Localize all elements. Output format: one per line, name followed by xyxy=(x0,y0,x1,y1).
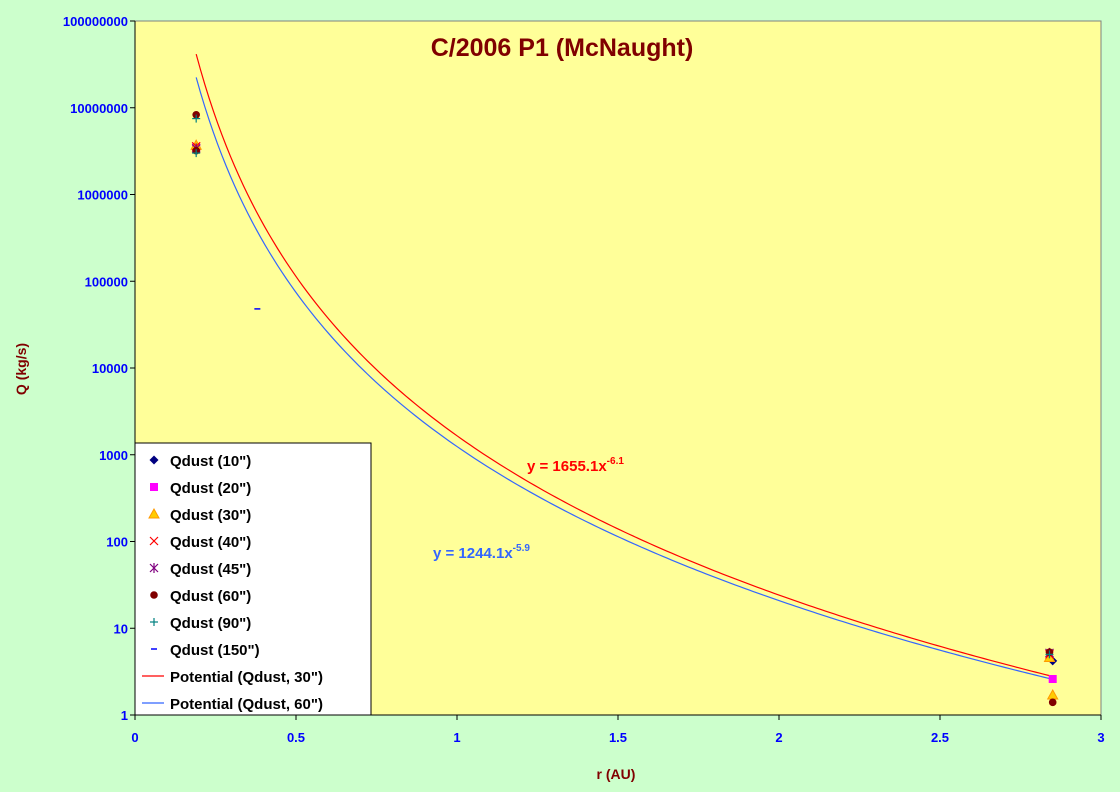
y-tick-label: 1 xyxy=(121,708,128,723)
x-tick-label: 3 xyxy=(1097,730,1104,745)
equation-blue-base: y = 1244.1x xyxy=(433,545,513,562)
trendline-red xyxy=(195,53,1053,678)
x-axis-title: r (AU) xyxy=(597,766,636,782)
legend-marker-stroke xyxy=(149,536,159,546)
y-tick-label: 10 xyxy=(114,621,128,636)
legend-label: Potential (Qdust, 60") xyxy=(170,696,323,713)
x-ticks: 0 0.5 1 1.5 2 2.5 3 xyxy=(131,715,1105,745)
x-tick-label: 2 xyxy=(775,730,782,745)
equation-red-exponent: -6.1 xyxy=(607,456,625,467)
chart-title: C/2006 P1 (McNaught) xyxy=(431,34,694,62)
equation-red-base: y = 1655.1x xyxy=(527,458,607,475)
legend-label: Qdust (150") xyxy=(170,642,260,659)
trendline-equation-red: y = 1655.1x-6.1 xyxy=(527,456,624,475)
legend-marker xyxy=(150,591,158,599)
legend-label: Qdust (40") xyxy=(170,534,251,551)
y-tick-label: 10000 xyxy=(92,361,128,376)
data-point xyxy=(1045,650,1054,659)
legend-marker xyxy=(150,618,158,626)
legend-label: Qdust (60") xyxy=(170,588,251,605)
y-ticks: 1 10 100 1000 10000 100000 1000000 10000000 1000… xyxy=(63,14,135,723)
legend-marker xyxy=(150,483,158,491)
y-axis-title: Q (kg/s) xyxy=(13,343,29,395)
trendline-equation-blue: y = 1244.1x-5.9 xyxy=(433,543,530,562)
legend-label: Qdust (45") xyxy=(170,561,251,578)
y-tick-label: 10000000 xyxy=(70,101,128,116)
legend-box xyxy=(134,442,372,716)
x-tick-label: 1.5 xyxy=(609,730,627,745)
legend-marker xyxy=(149,536,159,546)
y-tick-label: 1000 xyxy=(99,448,128,463)
legend-marker xyxy=(149,563,159,573)
legend-marker xyxy=(148,507,160,519)
legend-label: Qdust (10") xyxy=(170,453,251,470)
legend-marker xyxy=(149,455,159,465)
data-points xyxy=(190,110,1059,707)
x-tick-label: 1 xyxy=(453,730,460,745)
trendlines xyxy=(195,53,1053,680)
data-point xyxy=(1048,698,1057,707)
legend-label: Potential (Qdust, 30") xyxy=(170,669,323,686)
legend: Qdust (10") Qdust (20") Qdust (30") Qdust (… xyxy=(134,442,372,716)
equation-blue-exponent: -5.9 xyxy=(513,543,531,554)
legend-label: Qdust (90") xyxy=(170,615,251,632)
y-tick-label: 100000 xyxy=(85,274,128,289)
x-tick-label: 2.5 xyxy=(931,730,949,745)
data-point xyxy=(192,149,201,158)
y-tick-label: 100 xyxy=(106,535,128,550)
x-tick-label: 0.5 xyxy=(287,730,305,745)
x-tick-label: 0 xyxy=(131,730,138,745)
y-tick-label: 1000000 xyxy=(77,188,128,203)
data-point xyxy=(192,114,201,123)
trendline-blue xyxy=(195,77,1053,680)
y-tick-label: 100000000 xyxy=(63,14,128,29)
data-point xyxy=(1048,675,1057,684)
legend-label: Qdust (20") xyxy=(170,480,251,497)
legend-label: Qdust (30") xyxy=(170,507,251,524)
